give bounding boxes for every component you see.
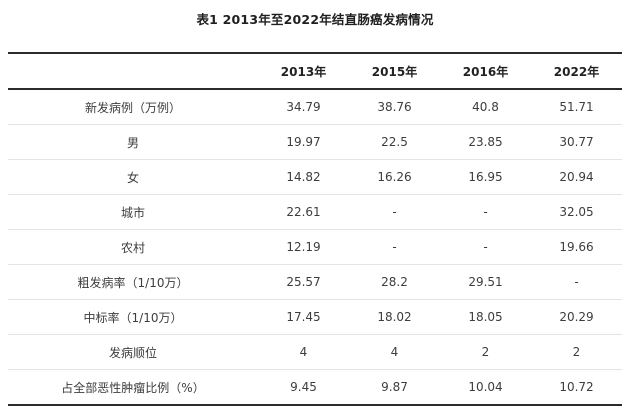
table-row: 发病顺位 4 4 2 2 [8, 335, 622, 370]
incidence-table: 2013年 2015年 2016年 2022年 新发病例（万例） 34.79 3… [8, 52, 622, 406]
row-label: 男 [126, 135, 139, 150]
table-cell: 22.5 [381, 135, 408, 149]
header-cell-2013: 2013年 [258, 53, 349, 90]
header-cell-label [8, 53, 258, 90]
row-label: 中标率（1/10万） [83, 310, 183, 325]
table-cell: 10.72 [559, 380, 594, 394]
table-cell: 16.26 [377, 170, 412, 184]
table-row: 粗发病率（1/10万） 25.57 28.2 29.51 - [8, 265, 622, 300]
row-label: 农村 [120, 240, 145, 255]
row-label: 粗发病率（1/10万） [77, 275, 189, 290]
table-cell: 51.71 [559, 100, 594, 114]
header-cell-2016: 2016年 [440, 53, 531, 90]
table-cell: 20.29 [559, 310, 594, 324]
table-cell: 18.02 [377, 310, 412, 324]
table-row: 中标率（1/10万） 17.45 18.02 18.05 20.29 [8, 300, 622, 335]
table-cell: 25.57 [286, 275, 321, 289]
table-cell: - [392, 240, 397, 254]
table-cell: 19.66 [559, 240, 594, 254]
table-cell: - [392, 205, 397, 219]
table-cell: 38.76 [377, 100, 412, 114]
table-row: 新发病例（万例） 34.79 38.76 40.8 51.71 [8, 89, 622, 125]
table-cell: 2 [481, 345, 490, 359]
row-label: 女 [126, 170, 139, 185]
table-cell: 2 [572, 345, 581, 359]
table-cell: - [483, 205, 488, 219]
table-row: 城市 22.61 - - 32.05 [8, 195, 622, 230]
table-cell: 34.79 [286, 100, 321, 114]
table-cell: - [574, 275, 579, 289]
header-cell-2015: 2015年 [349, 53, 440, 90]
table-title: 表1 2013年至2022年结直肠癌发病情况 [196, 12, 434, 27]
table-cell: 14.82 [286, 170, 321, 184]
table-cell: 19.97 [286, 135, 321, 149]
table-cell: - [483, 240, 488, 254]
row-label: 发病顺位 [108, 345, 157, 360]
table-cell: 28.2 [381, 275, 408, 289]
row-label: 占全部恶性肿瘤比例（%） [61, 380, 205, 395]
row-label: 新发病例（万例） [84, 100, 181, 115]
row-label: 城市 [120, 205, 145, 220]
table-row: 农村 12.19 - - 19.66 [8, 230, 622, 265]
table-cell: 22.61 [286, 205, 321, 219]
table-cell: 30.77 [559, 135, 594, 149]
table-cell: 10.04 [468, 380, 503, 394]
table-cell: 4 [390, 345, 399, 359]
header-row: 2013年 2015年 2016年 2022年 [8, 53, 622, 90]
table-cell: 29.51 [468, 275, 503, 289]
header-cell-2022: 2022年 [531, 53, 622, 90]
table-row: 女 14.82 16.26 16.95 20.94 [8, 160, 622, 195]
table-cell: 12.19 [286, 240, 321, 254]
table-cell: 32.05 [559, 205, 594, 219]
table-row: 男 19.97 22.5 23.85 30.77 [8, 125, 622, 160]
table-cell: 20.94 [559, 170, 594, 184]
table-cell: 17.45 [286, 310, 321, 324]
table-cell: 9.45 [290, 380, 317, 394]
table-cell: 9.87 [381, 380, 408, 394]
table-cell: 18.05 [468, 310, 503, 324]
table-cell: 16.95 [468, 170, 503, 184]
table-cell: 23.85 [468, 135, 503, 149]
table-cell: 4 [299, 345, 308, 359]
table-row: 占全部恶性肿瘤比例（%） 9.45 9.87 10.04 10.72 [8, 370, 622, 406]
table-cell: 40.8 [472, 100, 499, 114]
